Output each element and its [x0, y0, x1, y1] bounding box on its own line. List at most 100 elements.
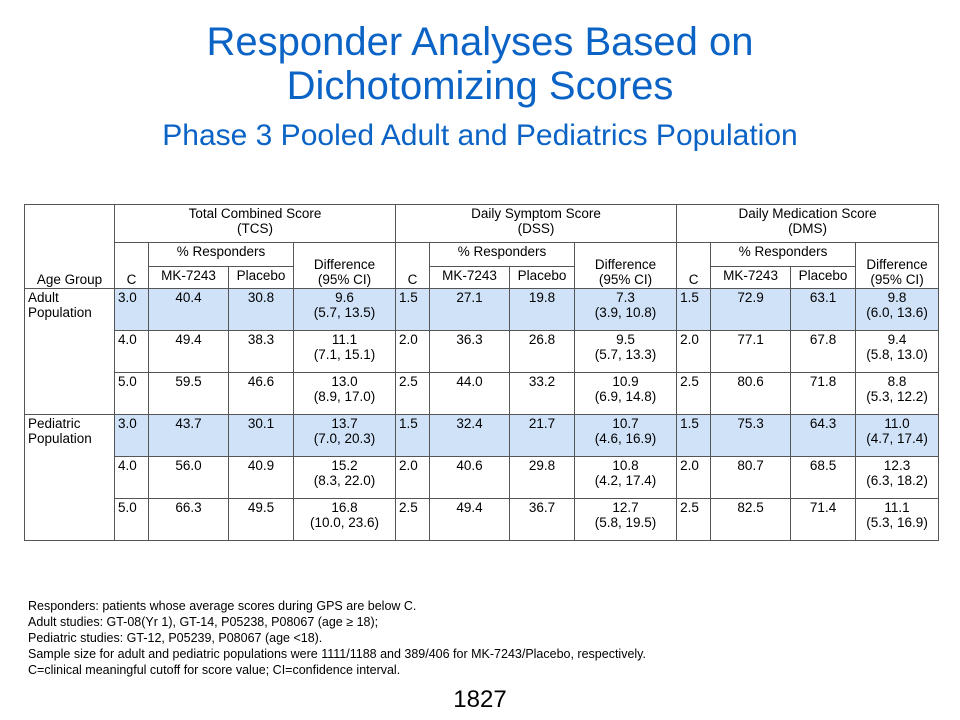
dss-placebo-cell: 36.7 [509, 498, 576, 541]
dss-mk-cell: 40.6 [429, 456, 511, 499]
dms-difference-cell: 11.1 (5.3, 16.9) [855, 498, 940, 541]
tcs-c-cell: 5.0 [114, 372, 149, 415]
tcs-difference-cell: 16.8 (10.0, 23.6) [292, 498, 397, 541]
confidence-interval: (7.1, 15.1) [313, 347, 376, 362]
dss-difference-cell: 7.3 (3.9, 10.8) [574, 288, 678, 331]
confidence-interval: (5.3, 16.9) [866, 515, 928, 530]
tcs-placebo-header: Placebo [228, 266, 294, 289]
tcs-difference-cell: 13.0 (8.9, 17.0) [292, 372, 397, 415]
page-number: 1827 [453, 686, 507, 713]
tcs-placebo-cell: 40.9 [228, 456, 294, 499]
dss-mk-cell: 27.1 [429, 288, 511, 331]
dss-header: Daily Symptom Score (DSS) [395, 204, 678, 243]
dss-c-cell: 2.0 [395, 330, 431, 373]
table-row: 5.0 59.5 46.6 13.0 (8.9, 17.0) 2.5 44.0 33.2 10.… [25, 372, 940, 415]
dss-difference-cell: 9.5 (5.7, 13.3) [574, 330, 678, 373]
footnote-responders: Responders: patients whose average score… [28, 599, 417, 613]
confidence-interval: (5.7, 13.3) [594, 347, 657, 362]
tcs-difference-cell: 9.6 (5.7, 13.5) [292, 288, 397, 331]
dms-c-header: C [676, 242, 712, 289]
difference-value: 12.3 [883, 458, 911, 473]
tcs-placebo-cell: 46.6 [228, 372, 294, 415]
difference-value: 11.1 [331, 332, 358, 347]
dss-mk-cell: 32.4 [429, 414, 511, 457]
tcs-difference-cell: 13.7 (7.0, 20.3) [292, 414, 397, 457]
table-row: 4.0 49.4 38.3 11.1 (7.1, 15.1) 2.0 36.3 26.8 9.5… [25, 330, 940, 373]
difference-value: 9.6 [335, 290, 354, 305]
dms-difference-cell: 11.0 (4.7, 17.4) [855, 414, 940, 457]
tcs-placebo-cell: 30.1 [228, 414, 294, 457]
difference-value: 10.7 [612, 416, 639, 431]
dms-placebo-cell: 71.4 [790, 498, 857, 541]
table-body: Adult Population 3.0 40.4 30.8 9.6 (5.7, 13.5)… [24, 288, 940, 541]
dms-difference-cell: 9.4 (5.8, 13.0) [855, 330, 940, 373]
difference-value: 16.8 [331, 500, 358, 515]
difference-value: 15.2 [331, 458, 358, 473]
footnotes: Responders: patients whose average score… [28, 598, 928, 678]
footnote-pediatric-studies: Pediatric studies: GT-12, P05239, P08067… [28, 631, 323, 645]
dms-difference-cell: 12.3 (6.3, 18.2) [855, 456, 940, 499]
dss-responders-header: % Responders [429, 242, 576, 267]
dms-placebo-cell: 64.3 [790, 414, 857, 457]
dss-difference-cell: 10.7 (4.6, 16.9) [574, 414, 678, 457]
confidence-interval: (5.7, 13.5) [313, 305, 376, 320]
confidence-interval: (4.2, 17.4) [594, 473, 657, 488]
tcs-c-cell: 3.0 [114, 414, 149, 457]
table-row: Adult Population 3.0 40.4 30.8 9.6 (5.7, 13.5)… [24, 288, 940, 415]
tcs-mk-cell: 43.7 [148, 414, 229, 457]
dss-mk-cell: 44.0 [429, 372, 511, 415]
tcs-placebo-cell: 38.3 [228, 330, 294, 373]
tcs-c-cell: 4.0 [114, 330, 149, 373]
dms-header-abbr: (DMS) [788, 221, 828, 236]
slide-title-line-1: Responder Analyses Based on [206, 20, 754, 64]
dms-mk-header: MK-7243 [710, 266, 792, 289]
difference-value: 11.0 [884, 416, 910, 431]
dms-mk-cell: 80.6 [710, 372, 792, 415]
dms-mk-cell: 77.1 [710, 330, 792, 373]
difference-value: 8.8 [887, 374, 907, 389]
tcs-c-cell: 5.0 [114, 498, 149, 541]
dss-c-cell: 2.5 [395, 372, 431, 415]
difference-value: 13.7 [331, 416, 358, 431]
confidence-interval: (6.3, 18.2) [866, 473, 928, 488]
tcs-mk-cell: 49.4 [148, 330, 229, 373]
footnote-adult-studies: Adult studies: GT-08(Yr 1), GT-14, P0523… [28, 615, 379, 629]
dms-difference-header: Difference (95% CI) [855, 242, 940, 289]
tcs-c-header: C [114, 242, 149, 289]
tcs-mk-cell: 59.5 [148, 372, 229, 415]
difference-value: 7.3 [616, 290, 635, 305]
tcs-difference-header: Difference (95% CI) [292, 242, 397, 289]
dss-placebo-cell: 33.2 [509, 372, 576, 415]
dms-placebo-cell: 67.8 [790, 330, 857, 373]
dms-c-cell: 2.0 [676, 330, 712, 373]
dms-c-cell: 1.5 [676, 414, 712, 457]
tcs-header-abbr: (TCS) [237, 221, 273, 236]
dss-placebo-cell: 29.8 [509, 456, 576, 499]
confidence-interval: (8.3, 22.0) [313, 473, 376, 488]
dms-mk-cell: 75.3 [710, 414, 792, 457]
footnote-sample-size: Sample size for adult and pediatric popu… [28, 647, 646, 661]
population-label-line-1: Adult [28, 290, 59, 305]
confidence-interval: (6.9, 14.8) [594, 389, 657, 404]
difference-value: 13.0 [331, 374, 358, 389]
confidence-interval: (4.7, 17.4) [866, 431, 928, 446]
dms-placebo-cell: 71.8 [790, 372, 857, 415]
confidence-interval: (6.0, 13.6) [866, 305, 928, 320]
dms-header: Daily Medication Score (DMS) [676, 204, 940, 243]
tcs-header: Total Combined Score (TCS) [113, 204, 397, 243]
age-group-header: Age Group [24, 204, 115, 289]
tcs-placebo-cell: 49.5 [228, 498, 294, 541]
table-row: 4.0 56.0 40.9 15.2 (8.3, 22.0) 2.0 40.6 29.8 10.… [25, 456, 940, 499]
dss-header-name: Daily Symptom Score [471, 206, 601, 221]
dms-difference-cell: 9.8 (6.0, 13.6) [855, 288, 940, 331]
dss-mk-cell: 49.4 [429, 498, 511, 541]
population-label-line-1: Pediatric [28, 416, 81, 431]
dss-difference-cell: 12.7 (5.8, 19.5) [574, 498, 678, 541]
difference-value: 10.8 [612, 458, 639, 473]
dms-header-name: Daily Medication Score [738, 206, 877, 221]
tcs-mk-cell: 66.3 [148, 498, 229, 541]
dss-difference-header: Difference (95% CI) [574, 242, 678, 289]
confidence-interval: (4.6, 16.9) [594, 431, 657, 446]
confidence-interval: (5.8, 19.5) [594, 515, 657, 530]
difference-value: 9.5 [616, 332, 635, 347]
